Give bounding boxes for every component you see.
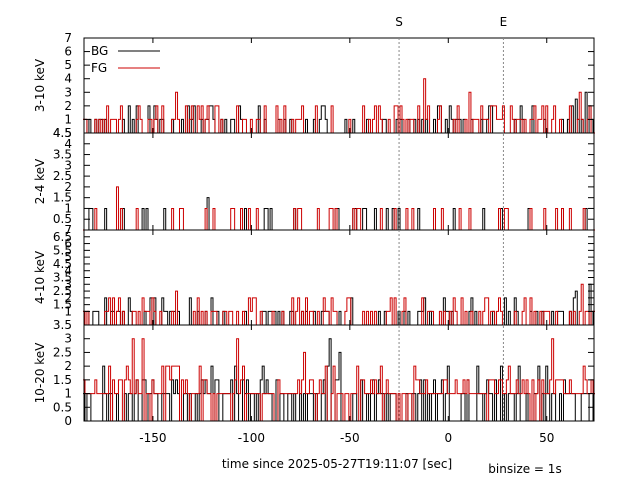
y-tick-label: 3 — [64, 158, 72, 172]
y-tick-label: 4 — [64, 137, 72, 151]
legend: BG FG — [91, 44, 160, 75]
y-tick-label: 4 — [64, 264, 72, 278]
x-tick-label: -100 — [238, 431, 265, 445]
x-axis-label: time since 2025-05-27T19:11:07 [sec] — [222, 457, 452, 471]
y-tick-label: 2.5 — [53, 284, 72, 298]
panel-frame — [83, 324, 595, 422]
y-tick-label: 3.5 — [53, 271, 72, 285]
y-tick-label: 1 — [64, 201, 72, 215]
marker-label-e: E — [500, 15, 508, 29]
y-tick-label: 5 — [64, 58, 72, 72]
y-tick-label: 6 — [64, 237, 72, 251]
x-tick-label: -50 — [340, 431, 360, 445]
y-tick-label: 2 — [64, 180, 72, 194]
y-tick-label: 1 — [64, 387, 72, 401]
marker-label-s: S — [395, 15, 403, 29]
y-tick-label: 2 — [64, 99, 72, 113]
legend-label-bg: BG — [91, 44, 108, 58]
series-bg-p2 — [83, 197, 595, 231]
y-tick-label: 1 — [64, 304, 72, 318]
y-tick-label: 4.5 — [53, 126, 72, 140]
series-fg-p4 — [83, 338, 595, 422]
x-tick-label: 50 — [539, 431, 554, 445]
binsize-label: binsize = 1s — [488, 462, 561, 476]
panel-frame — [83, 229, 595, 326]
y-tick-label: 3 — [64, 85, 72, 99]
y-axis-label: 10-20 keV — [33, 342, 47, 404]
y-tick-label: 1.5 — [53, 191, 72, 205]
y-tick-label: 1.5 — [53, 373, 72, 387]
y-tick-label: 2.5 — [53, 169, 72, 183]
y-tick-label: 3.5 — [53, 318, 72, 332]
y-tick-label: 0.5 — [53, 400, 72, 414]
y-tick-label: 6 — [64, 45, 72, 59]
y-tick-label: 5.5 — [53, 243, 72, 257]
y-axis-label: 2-4 keV — [33, 158, 47, 204]
y-tick-label: 3.5 — [53, 148, 72, 162]
y-tick-label: 7 — [64, 223, 72, 237]
y-axis-label: 4-10 keV — [33, 250, 47, 304]
y-tick-label: 0.5 — [53, 212, 72, 226]
y-tick-label: 0 — [64, 414, 72, 428]
y-tick-label: 3 — [64, 332, 72, 346]
panel-4: 00.511.522.53 10-20 keV — [33, 324, 595, 428]
y-tick-label: 2 — [64, 291, 72, 305]
panel-2: 0.511.522.533.544.5 2-4 keV — [33, 126, 595, 231]
y-tick-label: 6.5 — [53, 230, 72, 244]
series-bg-p1 — [83, 91, 595, 134]
y-tick-label: 7 — [64, 31, 72, 45]
legend-label-fg: FG — [91, 61, 107, 75]
y-tick-label: 4 — [64, 72, 72, 86]
y-tick-label: 4.5 — [53, 126, 72, 140]
y-tick-label: 1.5 — [53, 298, 72, 312]
x-tick-label: -150 — [139, 431, 166, 445]
panel-3: 3.511.522.533.544.555.566.574-10 keV — [33, 223, 595, 332]
y-tick-label: 1 — [64, 112, 72, 126]
y-tick-label: 2 — [64, 359, 72, 373]
x-tick-label: 0 — [444, 431, 452, 445]
panel-frame — [83, 37, 595, 134]
y-axis-label: 3-10 keV — [33, 58, 47, 112]
y-tick-label: 3 — [64, 277, 72, 291]
y-tick-label: 4.5 — [53, 257, 72, 271]
x-axis: -150 -100 -50 0 50 — [139, 431, 554, 445]
y-tick-label: 2.5 — [53, 345, 72, 359]
y-tick-label: 5 — [64, 250, 72, 264]
